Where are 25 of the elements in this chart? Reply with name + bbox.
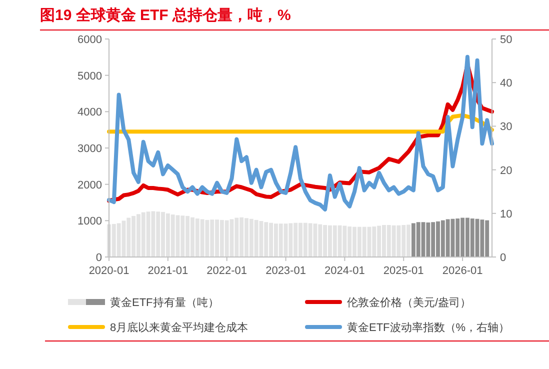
legend-label: 8月底以来黄金平均建仓成本 (110, 321, 248, 334)
legend-label: 黄金ETF波动率指数（%，右轴） (347, 321, 510, 334)
y-tick-label: 2000 (78, 179, 102, 192)
x-tick-label: 2021-01 (148, 265, 188, 277)
y2-tick-label: 20 (500, 164, 512, 177)
y-tick-label: 3000 (78, 143, 102, 155)
y-tick-label: 5000 (78, 70, 102, 82)
x-tick-label: 2020-01 (88, 265, 130, 277)
legend-label: 黄金ETF持有量（吨） (110, 296, 219, 309)
x-tick-label: 2022-01 (206, 265, 248, 277)
y-tick-label: 4000 (78, 106, 102, 119)
y2-tick-label: 0 (500, 252, 506, 264)
x-tick-label: 2024-01 (324, 265, 365, 277)
x-tick-label: 2025-01 (383, 265, 424, 277)
y-tick-label: 6000 (78, 34, 102, 46)
y2-tick-label: 30 (500, 121, 512, 134)
legend-label: 伦敦金价格（美元/盎司） (347, 296, 472, 309)
chart-title: 图19 全球黄金 ETF 总持仓量，吨，% (40, 7, 291, 24)
y2-tick-label: 40 (500, 78, 512, 90)
y2-tick-label: 10 (500, 208, 512, 220)
y-tick-label: 1000 (78, 216, 102, 228)
x-tick-label: 2026-01 (442, 265, 483, 277)
y2-tick-label: 50 (500, 34, 512, 46)
y-tick-label: 0 (96, 252, 102, 264)
x-tick-label: 2023-01 (266, 265, 306, 277)
